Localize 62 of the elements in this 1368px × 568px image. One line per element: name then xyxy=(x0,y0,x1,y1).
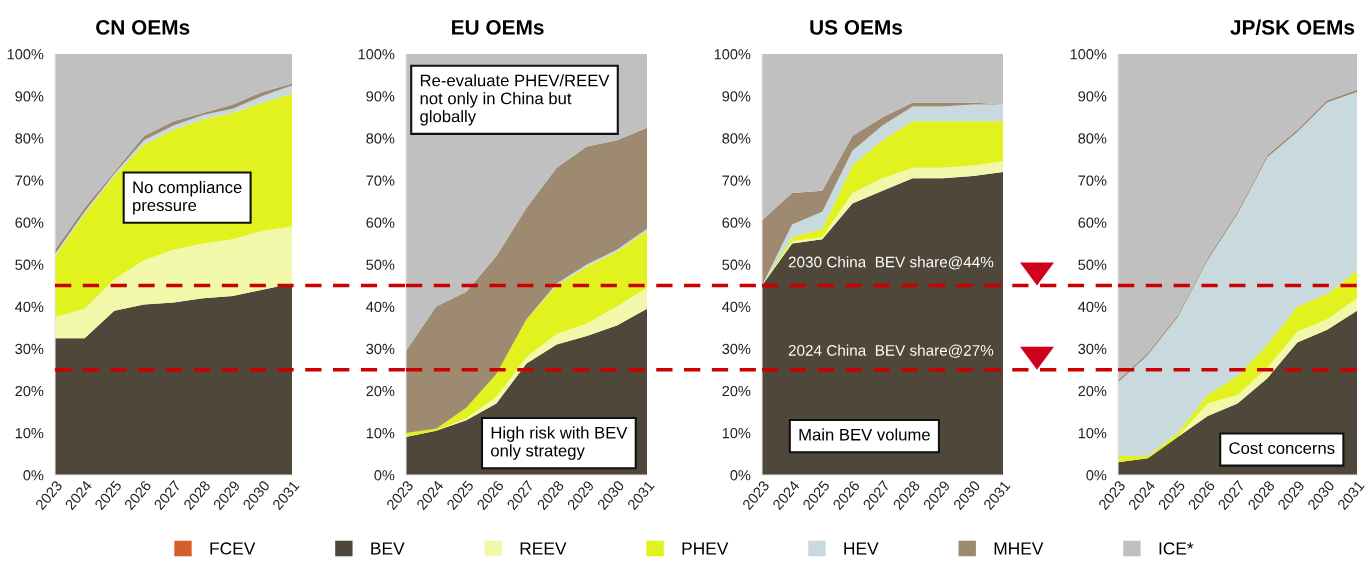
legend-label: HEV xyxy=(844,542,879,555)
y-tick-label: 20% xyxy=(722,385,751,397)
y-tick-label: 30% xyxy=(366,343,395,355)
y-tick-label: 0% xyxy=(374,470,395,481)
y-tick-label: 80% xyxy=(1078,133,1107,144)
y-tick-label: 60% xyxy=(15,217,44,228)
y-tick-label: 90% xyxy=(366,91,395,102)
y-tick-label: 40% xyxy=(15,301,44,313)
y-tick-label: 70% xyxy=(1078,175,1107,186)
y-tick-label: 100% xyxy=(358,49,395,60)
annotation: Cost concerns xyxy=(1229,442,1335,455)
y-tick-label: 40% xyxy=(1078,301,1107,313)
y-tick-label: 30% xyxy=(15,343,44,355)
y-tick-label: 80% xyxy=(366,133,395,144)
y-tick-label: 10% xyxy=(366,428,395,439)
legend-label: BEV xyxy=(371,542,405,555)
y-tick-label: 60% xyxy=(722,217,751,228)
y-tick-label: 90% xyxy=(15,91,44,102)
y-tick-label: 0% xyxy=(23,470,44,481)
y-tick-label: 90% xyxy=(1078,91,1107,102)
y-tick-label: 10% xyxy=(15,428,44,439)
legend-label: PHEV xyxy=(682,542,729,555)
legend-label: REEV xyxy=(520,542,567,555)
y-tick-label: 100% xyxy=(714,49,751,60)
y-tick-label: 90% xyxy=(722,91,751,102)
y-tick-label: 60% xyxy=(1078,217,1107,228)
y-tick-label: 70% xyxy=(366,175,395,186)
chart-title: EU OEMs xyxy=(452,20,544,35)
y-tick-label: 50% xyxy=(722,259,751,270)
y-tick-label: 0% xyxy=(730,470,751,481)
y-tick-label: 40% xyxy=(722,301,751,313)
y-tick-label: 50% xyxy=(15,259,44,270)
y-tick-label: 50% xyxy=(366,259,395,270)
y-tick-label: 30% xyxy=(722,343,751,355)
y-tick-label: 10% xyxy=(722,428,751,439)
y-tick-label: 10% xyxy=(1078,428,1107,439)
y-tick-label: 20% xyxy=(366,385,395,397)
annotation: High risk with BEV only strategy xyxy=(491,426,628,460)
y-tick-label: 0% xyxy=(1086,470,1107,481)
y-tick-label: 80% xyxy=(722,133,751,144)
y-tick-label: 100% xyxy=(1070,49,1107,60)
y-tick-label: 70% xyxy=(722,175,751,186)
y-tick-label: 60% xyxy=(366,217,395,228)
annotation: No compliance pressure xyxy=(133,180,242,215)
legend-label: ICE* xyxy=(1159,542,1194,555)
legend-label: FCEV xyxy=(210,542,256,555)
legend-label: MHEV xyxy=(994,542,1044,555)
chart-title: JP/SK OEMs xyxy=(1230,19,1355,35)
ref-line-label: 2024 China BEV share@27% xyxy=(788,344,994,358)
y-tick-label: 20% xyxy=(15,385,44,397)
y-tick-label: 100% xyxy=(7,49,44,60)
annotation: Re-evaluate PHEV/REEV not only in China but globally xyxy=(420,74,610,126)
annotation: Main BEV volume xyxy=(799,428,930,441)
y-tick-label: 80% xyxy=(15,133,44,144)
ref-line-label: 2030 China BEV share@44% xyxy=(788,256,994,270)
y-tick-label: 40% xyxy=(366,301,395,313)
y-tick-label: 50% xyxy=(1078,259,1107,270)
y-tick-label: 30% xyxy=(1078,343,1107,355)
chart-title: CN OEMs xyxy=(96,20,190,35)
y-tick-label: 20% xyxy=(1078,385,1107,397)
chart-title: US OEMs xyxy=(810,20,903,35)
y-tick-label: 70% xyxy=(15,175,44,186)
